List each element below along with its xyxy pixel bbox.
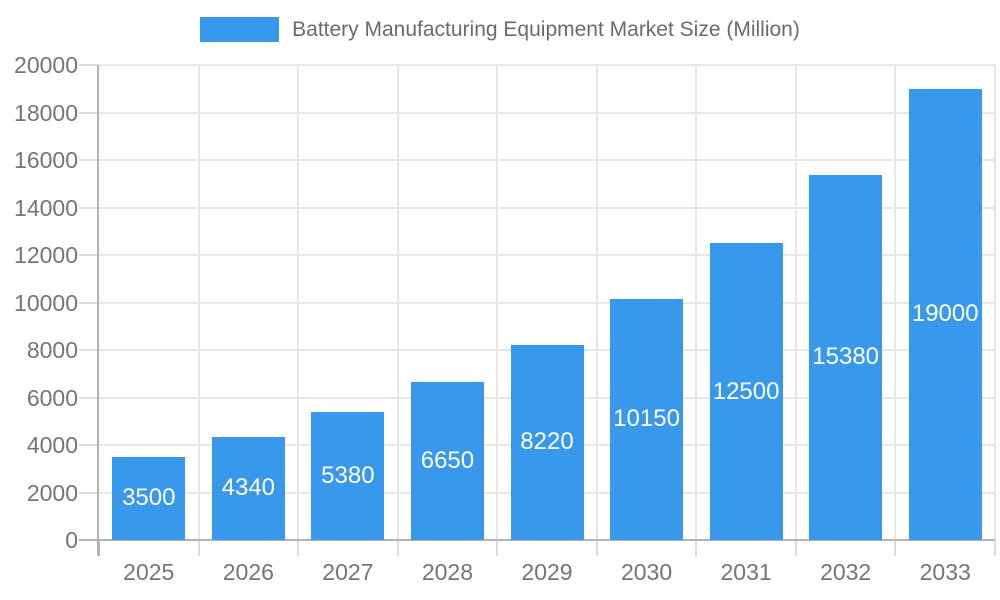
x-gridline [197,65,200,540]
x-axis-tick-label: 2028 [421,559,474,585]
bar-value-label: 3500 [122,484,176,512]
y-axis-tick [79,111,99,114]
bar-value-label: 8220 [520,428,574,456]
x-gridline [794,65,797,540]
x-axis-tick [98,541,100,556]
x-axis-tick-label: 2033 [919,559,971,585]
bar-value-label: 12500 [712,377,780,405]
x-gridline [994,65,996,540]
x-axis-tick [894,541,897,556]
y-axis-tick [79,254,99,256]
y-axis-tick [79,444,99,446]
x-gridline [496,65,499,540]
bar-value-label: 19000 [911,300,979,328]
x-axis-tick-label: 2025 [123,559,175,585]
y-gridline [99,301,995,304]
x-axis-tick [396,541,399,556]
bar-value-label: 5380 [321,462,375,490]
y-axis-tick [79,349,99,351]
bar-2032[interactable] [809,174,883,540]
y-axis-line [97,65,99,556]
x-axis-tick [794,541,797,556]
bar-2030[interactable] [610,298,684,540]
y-axis-tick-label: 20000 [14,52,78,78]
x-gridline [695,65,698,540]
x-gridline [894,65,897,540]
x-gridline [396,65,399,540]
y-axis-tick-label: 2000 [26,479,78,506]
bar-2028[interactable] [410,382,484,540]
bar-2027[interactable] [311,412,385,540]
y-axis-tick-label: 12000 [14,242,78,268]
y-axis-tick [79,491,99,494]
y-gridline [99,254,995,256]
bar-value-label: 6650 [420,447,475,475]
y-axis-tick-label: 16000 [14,147,78,173]
bar-value-label: 15380 [812,343,880,371]
y-axis-tick [79,396,99,399]
x-axis-tick-label: 2032 [820,559,872,585]
y-axis-tick-label: 14000 [14,194,78,221]
bar-2033[interactable] [908,88,982,540]
y-gridline [99,159,995,161]
x-axis-tick [197,541,200,556]
y-axis-tick [79,159,99,161]
y-gridline [99,206,995,209]
y-axis-tick-label: 4000 [26,432,78,458]
y-axis-tick-label: 10000 [14,289,78,316]
y-gridline [99,111,995,114]
y-axis-tick-label: 0 [65,527,78,553]
x-axis-tick [496,541,499,556]
x-axis-tick [695,541,698,556]
x-axis-tick-label: 2030 [620,559,673,585]
legend-label: Battery Manufacturing Equipment Market S… [292,18,800,41]
bar-2031[interactable] [709,243,783,540]
y-axis-tick-label: 8000 [26,337,78,363]
bar-value-label: 10150 [613,405,680,433]
x-axis-tick-label: 2026 [222,559,274,585]
y-axis-tick [79,301,99,304]
bar-2025[interactable] [112,456,186,540]
y-axis-tick-label: 18000 [14,99,78,126]
x-axis-tick [994,541,996,556]
x-axis-tick-label: 2027 [322,559,374,585]
x-gridline [297,65,300,540]
bar-2026[interactable] [211,436,285,540]
bar-2029[interactable] [510,344,584,540]
y-axis-tick [79,64,99,66]
x-axis-tick [297,541,300,556]
x-axis-tick-label: 2031 [720,559,772,585]
x-gridline [595,65,598,540]
x-axis-line [79,539,995,541]
x-axis-tick-label: 2029 [521,559,573,585]
x-axis-tick [595,541,598,556]
bar-value-label: 4340 [221,474,276,502]
legend-swatch [200,17,280,43]
y-axis-tick [79,206,99,209]
y-gridline [99,64,995,66]
y-axis-tick-label: 6000 [26,384,78,411]
legend[interactable]: Battery Manufacturing Equipment Market S… [0,17,1000,43]
